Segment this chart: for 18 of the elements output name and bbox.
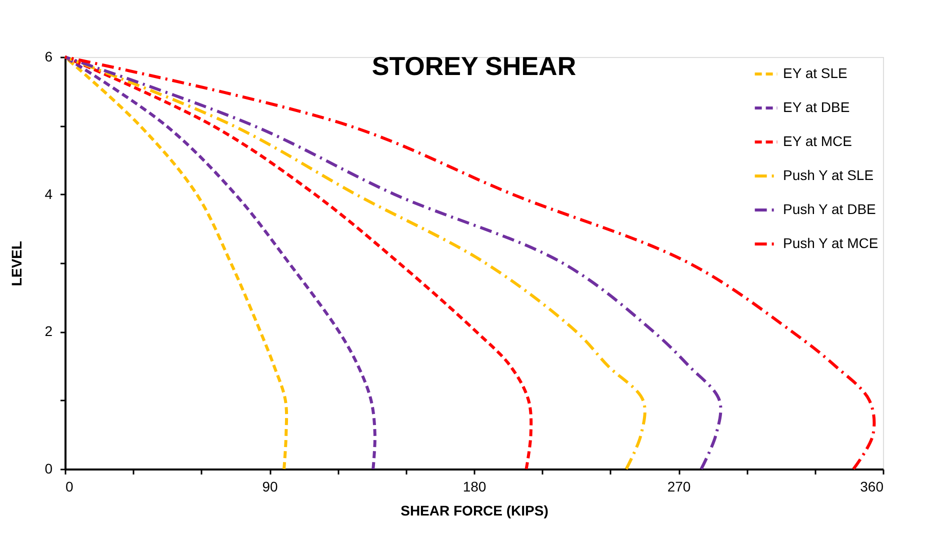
- x-tick-label: 0: [66, 478, 74, 494]
- legend-label: EY at DBE: [783, 99, 850, 115]
- y-tick-label: 4: [44, 186, 53, 202]
- chart-title: STOREY SHEAR: [372, 51, 576, 81]
- y-tick-label: 6: [44, 48, 53, 64]
- x-axis-title: SHEAR FORCE (KIPS): [400, 502, 548, 518]
- legend-label: EY at MCE: [783, 133, 852, 149]
- legend-label: Push Y at DBE: [783, 201, 876, 217]
- legend-label: EY at SLE: [783, 65, 848, 81]
- legend-label: Push Y at SLE: [783, 167, 874, 183]
- x-tick-label: 180: [462, 478, 486, 494]
- x-tick-label: 90: [262, 478, 278, 494]
- y-tick-label: 2: [44, 323, 53, 340]
- x-tick-label: 360: [860, 478, 884, 494]
- legend-label: Push Y at MCE: [783, 235, 878, 251]
- x-tick-label: 270: [667, 478, 691, 494]
- y-tick-label: 0: [44, 460, 53, 476]
- y-axis-title: LEVEL: [8, 240, 25, 286]
